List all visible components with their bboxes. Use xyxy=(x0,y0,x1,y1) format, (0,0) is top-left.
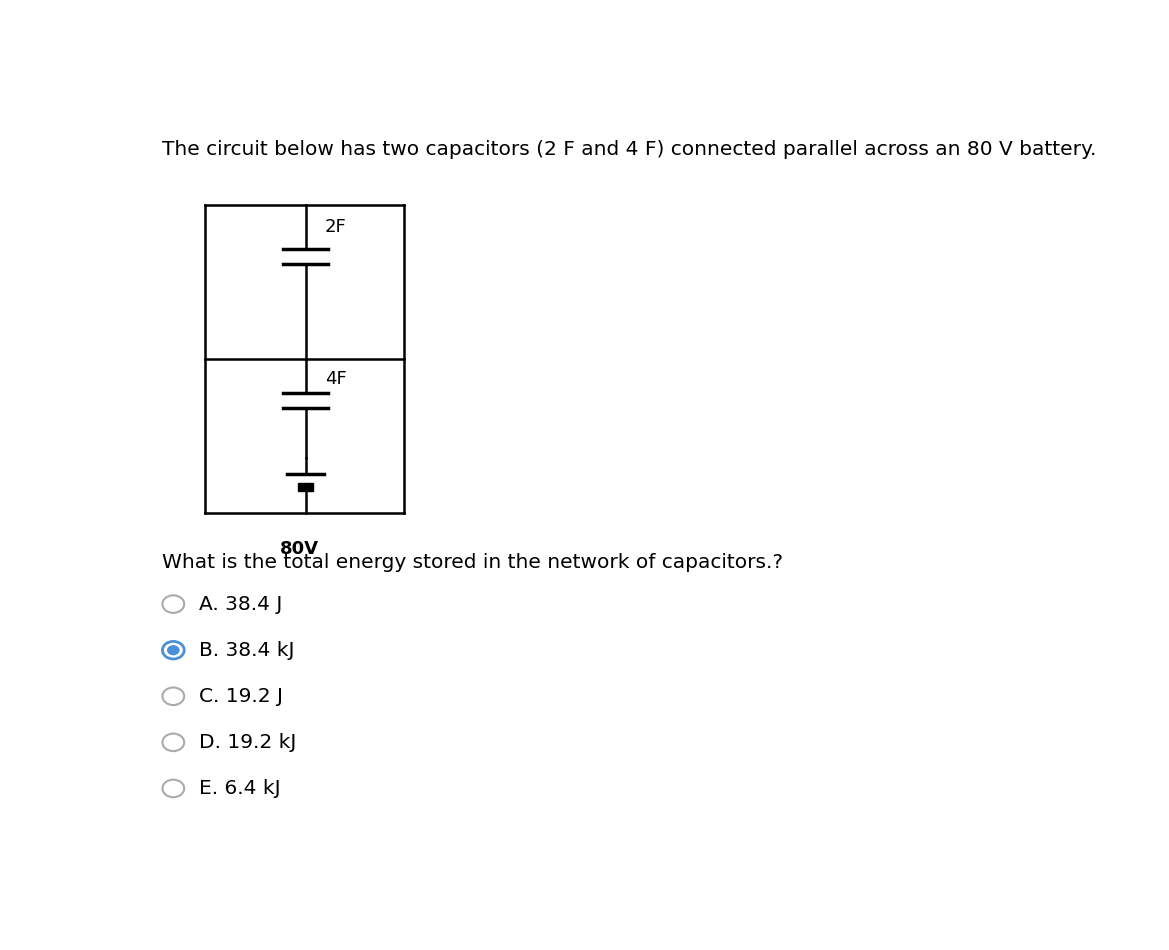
Text: C. 19.2 J: C. 19.2 J xyxy=(199,687,283,706)
Text: E. 6.4 kJ: E. 6.4 kJ xyxy=(199,779,281,798)
Text: The circuit below has two capacitors (2 F and 4 F) connected parallel across an : The circuit below has two capacitors (2 … xyxy=(162,140,1097,159)
Text: B. 38.4 kJ: B. 38.4 kJ xyxy=(199,640,295,659)
Circle shape xyxy=(167,645,180,656)
Text: 4F: 4F xyxy=(325,370,346,388)
FancyBboxPatch shape xyxy=(298,483,313,491)
Text: A. 38.4 J: A. 38.4 J xyxy=(199,595,282,614)
Text: D. 19.2 kJ: D. 19.2 kJ xyxy=(199,732,296,751)
Text: What is the total energy stored in the network of capacitors.?: What is the total energy stored in the n… xyxy=(162,553,783,572)
Text: 80V: 80V xyxy=(281,540,319,558)
Text: 2F: 2F xyxy=(325,218,346,237)
